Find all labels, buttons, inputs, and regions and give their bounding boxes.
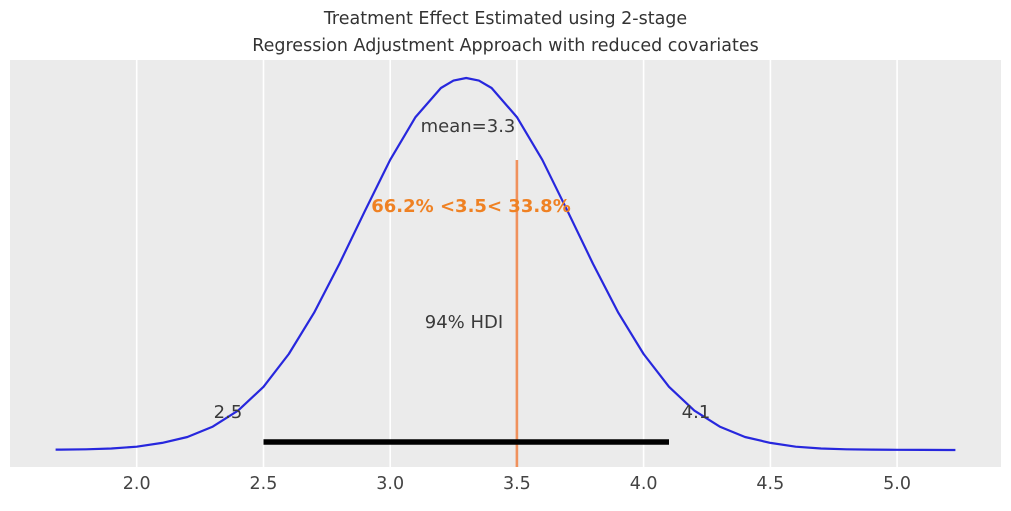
hdi-probability-label: 94% HDI — [424, 312, 504, 333]
reference-value-annotation: 66.2% <3.5< 33.8% — [371, 196, 571, 217]
chart-title: Treatment Effect Estimated using 2-stage… — [252, 9, 759, 57]
x-tick-label: 4.0 — [629, 474, 658, 494]
x-tick-label: 5.0 — [883, 474, 911, 494]
plot-area — [10, 60, 1001, 467]
x-tick-label: 4.5 — [756, 474, 785, 494]
x-tick-label: 3.5 — [502, 474, 531, 494]
x-tick-label: 2.0 — [122, 474, 151, 494]
hdi-upper-bound-label: 4.1 — [681, 402, 711, 423]
density-curve — [55, 76, 956, 452]
mean-annotation: mean=3.3 — [420, 116, 516, 137]
density-plot-canvas — [55, 60, 956, 467]
hdi-lower-bound-label: 2.5 — [213, 402, 243, 423]
x-tick-label: 2.5 — [249, 474, 278, 494]
x-tick-label: 3.0 — [376, 474, 405, 494]
